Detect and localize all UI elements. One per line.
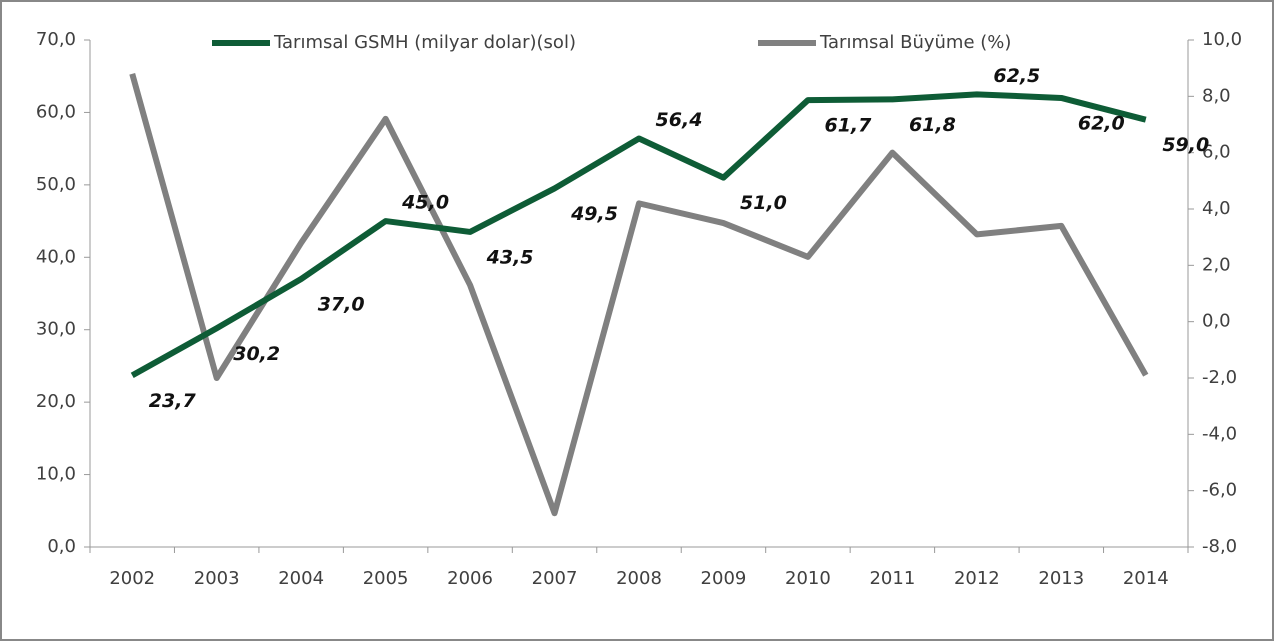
data-label: 30,2 [233,343,280,365]
legend-label: Tarımsal GSMH (milyar dolar)(sol) [273,32,576,53]
x-tick-label: 2008 [616,568,662,589]
data-label: 59,0 [1162,134,1209,156]
x-tick-label: 2007 [532,568,578,589]
data-label: 62,5 [993,65,1040,87]
y-tick-label: 60,0 [36,101,76,122]
data-label: 43,5 [486,246,534,268]
y-tick-label: 30,0 [36,319,76,340]
y2-tick-label: 4,0 [1202,198,1231,219]
x-tick-label: 2010 [785,568,831,589]
y-tick-label: 50,0 [36,174,76,195]
y2-tick-label: 8,0 [1202,85,1231,106]
y2-tick-label: -6,0 [1202,480,1237,501]
data-label: 61,7 [824,115,872,137]
y2-tick-label: 0,0 [1202,311,1231,332]
data-label: 61,8 [909,114,956,136]
x-tick-label: 2009 [701,568,747,589]
series-line [129,72,1149,517]
x-tick-label: 2006 [447,568,493,589]
x-tick-label: 2011 [869,568,915,589]
y2-tick-label: -4,0 [1202,423,1237,444]
y-tick-label: 20,0 [36,391,76,412]
y2-tick-label: 10,0 [1202,29,1242,50]
y-tick-label: 40,0 [36,246,76,267]
legend-label: Tarımsal Büyüme (%) [819,32,1011,53]
series-line [130,91,1147,378]
y-tick-label: 0,0 [47,536,76,557]
y-tick-label: 70,0 [36,29,76,50]
y2-tick-label: 6,0 [1202,142,1231,163]
y-tick-label: 10,0 [36,464,76,485]
x-tick-label: 2004 [278,568,324,589]
x-tick-label: 2005 [363,568,409,589]
x-tick-label: 2014 [1123,568,1169,589]
x-tick-label: 2003 [194,568,240,589]
data-label: 62,0 [1078,112,1125,134]
x-tick-label: 2013 [1038,568,1084,589]
data-label: 23,7 [149,390,197,412]
y2-tick-label: -8,0 [1202,536,1237,557]
data-label: 56,4 [656,109,703,131]
data-label: 51,0 [740,192,787,214]
data-label: 37,0 [318,294,365,316]
y2-tick-label: -2,0 [1202,367,1237,388]
data-label: 45,0 [401,192,449,214]
x-tick-label: 2012 [954,568,1000,589]
data-label: 49,5 [570,203,618,225]
y2-tick-label: 2,0 [1202,254,1231,275]
x-tick-label: 2002 [109,568,155,589]
